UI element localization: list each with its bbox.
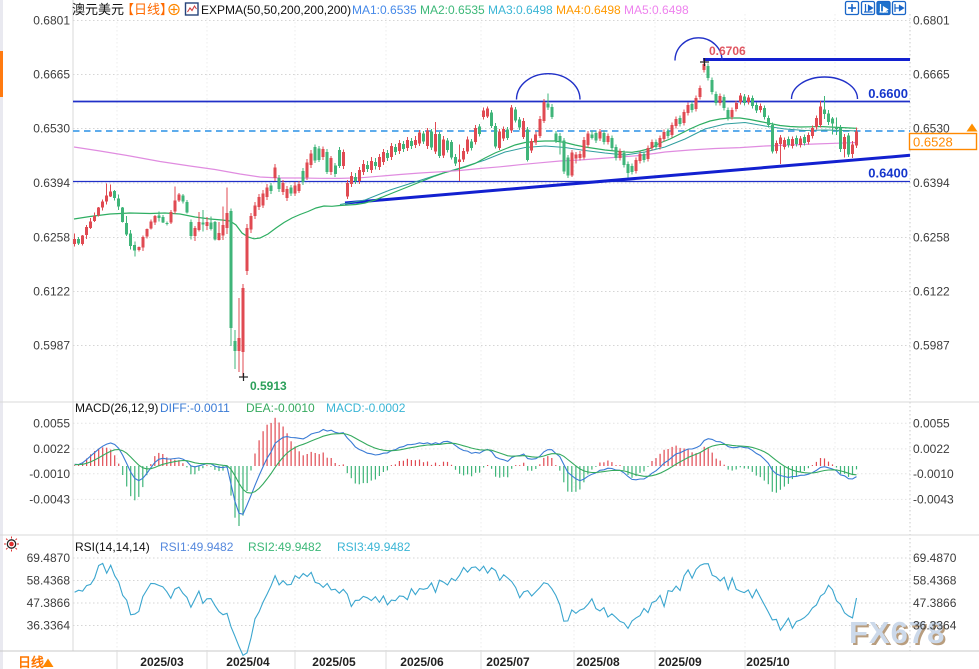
- svg-text:0.0022: 0.0022: [33, 442, 70, 456]
- svg-text:2025/09: 2025/09: [658, 655, 702, 669]
- svg-text:MA4:0.6498: MA4:0.6498: [556, 3, 621, 17]
- svg-text:DEA:-0.0010: DEA:-0.0010: [246, 401, 315, 415]
- svg-text:0.0055: 0.0055: [33, 417, 70, 431]
- svg-text:0.5987: 0.5987: [913, 339, 950, 353]
- svg-text:RSI1:49.9482: RSI1:49.9482: [160, 540, 234, 554]
- svg-text:0.6122: 0.6122: [33, 285, 70, 299]
- svg-text:47.3866: 47.3866: [913, 596, 957, 610]
- svg-text:0.0055: 0.0055: [913, 417, 950, 431]
- svg-text:-0.0043: -0.0043: [913, 493, 954, 507]
- svg-text:MACD:-0.0002: MACD:-0.0002: [326, 401, 406, 415]
- svg-text:-0.0043: -0.0043: [29, 493, 70, 507]
- svg-text:0.6528: 0.6528: [913, 135, 953, 150]
- svg-text:-0.0010: -0.0010: [913, 467, 954, 481]
- svg-text:0.6394: 0.6394: [33, 176, 70, 190]
- svg-text:MA5:0.6498: MA5:0.6498: [624, 3, 689, 17]
- svg-text:2025/07: 2025/07: [486, 655, 530, 669]
- svg-text:0.5913: 0.5913: [250, 379, 287, 393]
- svg-text:0.6665: 0.6665: [913, 68, 950, 82]
- svg-text:0.0022: 0.0022: [913, 442, 950, 456]
- svg-text:69.4870: 69.4870: [913, 551, 957, 565]
- svg-text:58.4368: 58.4368: [913, 574, 957, 588]
- svg-text:RSI2:49.9482: RSI2:49.9482: [248, 540, 322, 554]
- svg-text:58.4368: 58.4368: [27, 574, 71, 588]
- svg-text:0.6801: 0.6801: [33, 14, 70, 28]
- svg-text:FX678: FX678: [849, 615, 945, 650]
- svg-text:0.6706: 0.6706: [709, 44, 746, 58]
- svg-text:2025/03: 2025/03: [140, 655, 184, 669]
- svg-text:47.3866: 47.3866: [27, 596, 71, 610]
- svg-text:MA3:0.6498: MA3:0.6498: [488, 3, 553, 17]
- svg-text:MA2:0.6535: MA2:0.6535: [420, 3, 485, 17]
- svg-text:DIFF:-0.0011: DIFF:-0.0011: [160, 401, 230, 415]
- svg-text:-0.0010: -0.0010: [29, 467, 70, 481]
- svg-text:日线: 日线: [18, 655, 44, 669]
- svg-text:0.6394: 0.6394: [913, 176, 950, 190]
- svg-text:2025/05: 2025/05: [312, 655, 356, 669]
- svg-text:0.6665: 0.6665: [33, 68, 70, 82]
- svg-text:36.3364: 36.3364: [27, 619, 71, 633]
- svg-text:0.6258: 0.6258: [33, 231, 70, 245]
- svg-text:0.6600: 0.6600: [868, 86, 908, 101]
- svg-text:RSI(14,14,14): RSI(14,14,14): [75, 540, 150, 554]
- svg-text:MACD(26,12,9): MACD(26,12,9): [75, 401, 158, 415]
- svg-text:0.6530: 0.6530: [913, 122, 950, 136]
- svg-text:0.6258: 0.6258: [913, 231, 950, 245]
- svg-text:2025/10: 2025/10: [746, 655, 790, 669]
- svg-text:0.6400: 0.6400: [868, 166, 908, 181]
- svg-text:MA1:0.6535: MA1:0.6535: [352, 3, 417, 17]
- svg-text:0.5987: 0.5987: [33, 339, 70, 353]
- svg-text:0.6530: 0.6530: [33, 122, 70, 136]
- svg-text:0.6801: 0.6801: [913, 14, 950, 28]
- svg-text:2025/08: 2025/08: [576, 655, 620, 669]
- svg-text:2025/04: 2025/04: [226, 655, 270, 669]
- svg-text:RSI3:49.9482: RSI3:49.9482: [337, 540, 411, 554]
- svg-text:EXPMA(50,50,200,200,200): EXPMA(50,50,200,200,200): [201, 3, 351, 17]
- svg-text:澳元美元: 澳元美元: [72, 2, 124, 17]
- svg-text:0.6122: 0.6122: [913, 285, 950, 299]
- svg-text:【日线】: 【日线】: [121, 2, 173, 17]
- svg-text:36.3364: 36.3364: [913, 619, 957, 633]
- svg-text:2025/06: 2025/06: [400, 655, 444, 669]
- svg-text:69.4870: 69.4870: [27, 551, 71, 565]
- svg-text:FX678: FX678: [851, 617, 947, 652]
